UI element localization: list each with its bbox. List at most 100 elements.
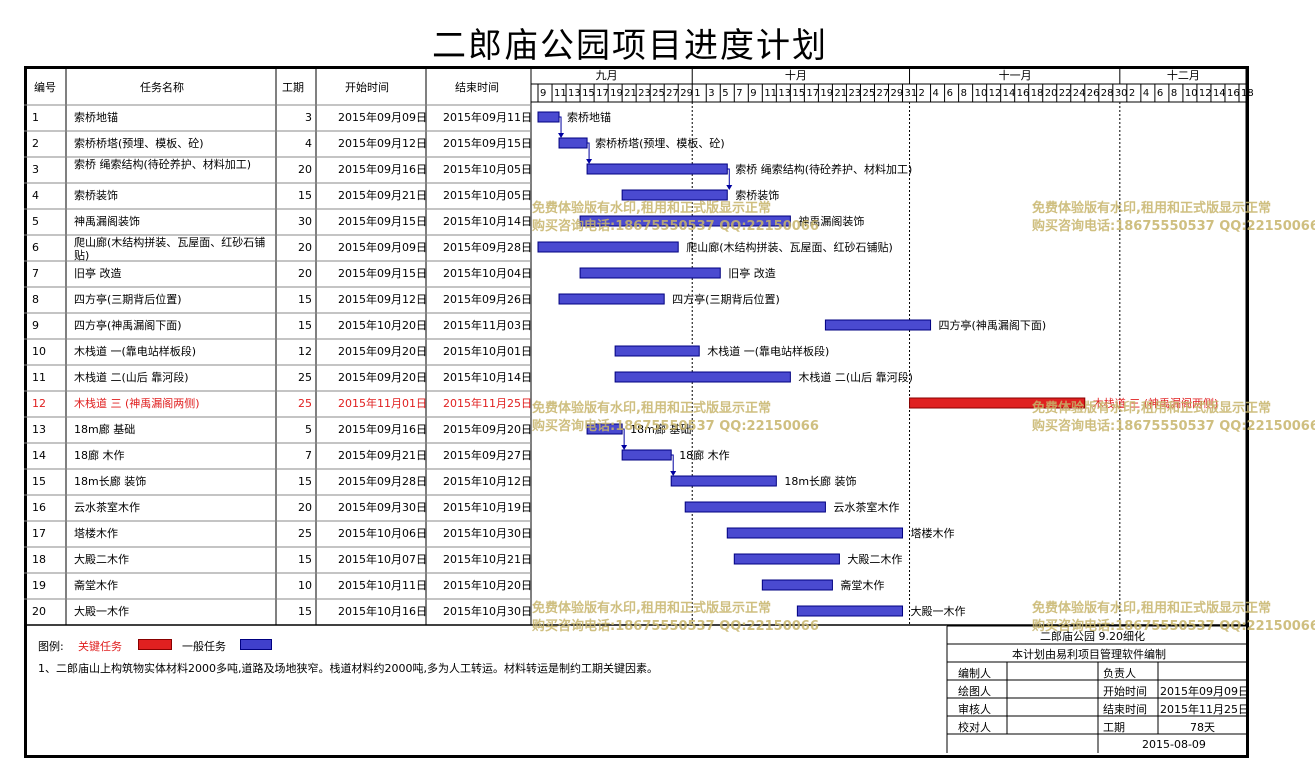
dependency-arrow [670,471,677,476]
task-end: 2015年09月27日 [443,449,532,462]
day-tick-label: 23 [848,88,862,99]
dependency-link [622,428,625,448]
task-name: 索桥地锚 [74,111,118,124]
task-name: 神禹漏阁装饰 [74,215,140,228]
header-duration: 工期 [282,81,304,94]
day-tick-label: 29 [890,88,904,99]
info-cell: 绘图人 [958,685,991,698]
task-start: 2015年09月12日 [338,137,427,150]
dependency-link [727,168,730,188]
legend-critical-swatch [138,639,172,650]
day-tick-label: 27 [876,88,890,99]
task-start: 2015年09月12日 [338,293,427,306]
task-start: 2015年09月16日 [338,423,427,436]
task-end: 2015年10月14日 [443,215,532,228]
task-duration: 25 [298,371,312,384]
info-cell: 校对人 [958,721,991,734]
day-tick-label: 31 [904,88,918,99]
day-tick-label: 29 [680,88,693,99]
task-bar [579,267,721,279]
day-tick-label: 25 [862,88,876,99]
bar-label: 18廊 木作 [679,448,730,462]
task-id: 12 [32,397,46,410]
bar-label: 索桥桥塔(预埋、模板、砼) [595,136,725,150]
info-cell: 78天 [1190,721,1215,734]
task-bar [670,475,777,487]
task-name: 索桥 绳索结构(待砼养护、材料加工) [74,158,252,171]
task-end: 2015年10月01日 [443,345,532,358]
task-name: 旧亭 改造 [74,267,122,280]
task-end: 2015年09月26日 [443,293,532,306]
task-duration: 15 [298,319,312,332]
day-tick-label: 8 [1170,88,1178,99]
task-duration: 15 [298,605,312,618]
task-duration: 15 [298,475,312,488]
task-name: 斋堂木作 [74,579,118,592]
page-title: 二郎庙公园项目进度计划 [432,26,828,66]
info-cell: 开始时间 [1103,685,1147,698]
task-end: 2015年10月12日 [443,475,532,488]
header-id: 编号 [34,81,56,94]
day-tick-label: 7 [736,88,743,99]
task-end: 2015年10月04日 [443,267,532,280]
day-tick-label: 9 [750,88,757,99]
day-tick-label: 23 [638,88,651,99]
task-duration: 15 [298,553,312,566]
day-tick-label: 14 [1002,88,1016,99]
task-start: 2015年09月20日 [338,345,427,358]
bar-label: 索桥地锚 [567,110,611,124]
task-duration: 3 [305,111,312,124]
task-end: 2015年11月03日 [443,319,532,332]
task-start: 2015年09月09日 [338,111,427,124]
info-cell: 结束时间 [1103,703,1147,716]
day-tick-label: 5 [722,88,729,99]
task-bar [586,423,623,435]
bar-label: 四方亭(神禹漏阁下面) [939,318,1047,332]
bar-label: 18m长廊 装饰 [784,474,856,488]
task-duration: 7 [305,449,312,462]
task-start: 2015年09月15日 [338,267,427,280]
note-text: 1、二郎庙山上构筑物实体材料2000多吨,道路及场地狭窄。栈道材料约2000吨,… [38,662,658,675]
task-id: 20 [32,605,46,618]
month-label: 十二月 [1166,69,1200,82]
task-bar [614,345,700,357]
day-tick-label: 24 [1072,88,1086,99]
info-cell: 工期 [1103,721,1125,734]
bar-label: 神禹漏阁装饰 [798,214,864,228]
task-end: 2015年09月28日 [443,241,532,254]
task-name: 索桥装饰 [74,189,118,202]
day-tick-label: 15 [792,88,806,99]
bar-label: 旧亭 改造 [728,266,776,280]
task-bar [796,605,904,617]
day-tick-label: 19 [820,88,834,99]
header-name: 任务名称 [140,81,184,94]
bar-label: 木栈道 二(山后 靠河段) [798,370,913,384]
legend-label: 图例: [38,640,64,653]
task-id: 11 [32,371,46,384]
task-start: 2015年09月21日 [338,449,427,462]
day-tick-label: 18 [1240,88,1254,99]
dependency-link [671,454,674,474]
day-tick-label: 4 [1142,88,1150,99]
day-tick-label: 26 [1086,88,1100,99]
bar-label: 爬山廊(木结构拼装、瓦屋面、红砂石铺贴) [686,240,893,254]
task-bar [537,111,560,123]
day-tick-label: 1 [694,88,701,99]
task-name: 四方亭(神禹漏阁下面) [74,319,182,332]
task-duration: 4 [305,137,312,150]
task-bar [684,501,826,513]
task-id: 18 [32,553,46,566]
header-end: 结束时间 [455,81,499,94]
task-duration: 20 [298,267,312,280]
day-tick-label: 14 [1212,88,1226,99]
task-bar [537,241,679,253]
task-start: 2015年10月06日 [338,527,427,540]
task-bar [621,449,672,461]
task-end: 2015年10月30日 [443,527,532,540]
task-start: 2015年10月20日 [338,319,427,332]
task-end: 2015年10月21日 [443,553,532,566]
day-tick-label: 2 [918,88,925,99]
task-id: 13 [32,423,46,436]
task-bar [558,137,588,149]
